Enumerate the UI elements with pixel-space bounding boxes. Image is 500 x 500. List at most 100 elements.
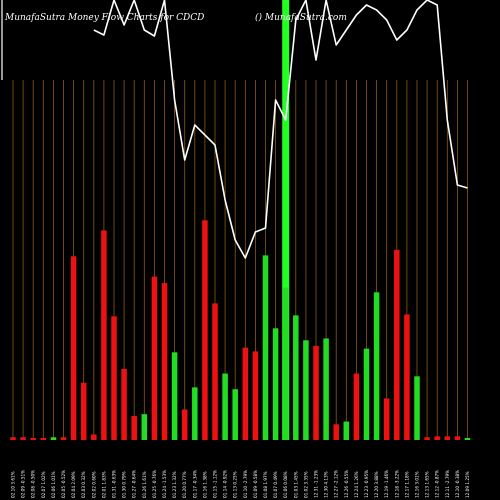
money-flow-bar (101, 230, 107, 440)
x-tick-label: 12.13 1.65% (425, 471, 430, 498)
price-line (93, 0, 468, 259)
money-flow-bar (141, 414, 148, 440)
x-tick-label: 01.23 1.32% (172, 471, 177, 498)
money-flow-bar (434, 436, 440, 440)
money-flow-bar (282, 287, 289, 440)
x-tick-label: 01.13 0.25% (233, 471, 238, 498)
chart-title: MunafaSutra Money Flow Charts for CDCD (4, 13, 204, 23)
money-flow-bar (404, 314, 410, 440)
x-tick-label: 12.10 -0.38% (455, 470, 460, 498)
money-flow-bar (262, 255, 269, 440)
money-flow-bar (30, 438, 36, 440)
money-flow-bar (111, 316, 117, 440)
money-flow-bar (242, 347, 249, 440)
x-tick-label: 01.10 -2.79% (243, 470, 248, 498)
money-flow-bar (383, 398, 390, 440)
money-flow-bar (80, 382, 87, 440)
x-tick-label: 01.26 1.61% (142, 471, 147, 498)
money-flow-bar (333, 424, 339, 440)
money-flow-bar (252, 351, 259, 440)
x-tick-label: 02.06 1.01% (51, 471, 56, 498)
money-flow-bar (171, 352, 178, 440)
money-flow-bar (303, 340, 309, 440)
x-tick-label: 02.04 2.09% (71, 471, 76, 498)
x-tick-label: 02.07 1.02% (41, 471, 46, 498)
money-flow-bar (212, 303, 218, 440)
money-flow-bar (70, 256, 77, 440)
money-flow-bar (353, 373, 360, 440)
money-flow-bar (222, 373, 228, 440)
x-tick-label: 02.02 0.60% (91, 471, 96, 498)
x-tick-label: 12.16 3.01% (415, 471, 420, 498)
x-tick-label: 01.17 -0.34% (192, 470, 197, 498)
x-tick-label: 01.07 0.49% (273, 471, 278, 498)
x-tick-labels: 02.10 3.61% 02.09 -0.51% 02.08 -0.50% 02.07… (11, 470, 471, 498)
money-flow-bar (50, 437, 57, 440)
x-tick-label: 01.24 -1.53% (162, 470, 167, 498)
x-tick-label: 02.03 0.32% (81, 471, 86, 498)
x-tick-label: 01.31 -0.63% (112, 470, 117, 498)
money-flow-bar (60, 437, 67, 440)
money-flow-bar (363, 348, 370, 440)
highlight-layer (282, 0, 290, 440)
x-tick-label: 12.09 1.25% (465, 471, 470, 498)
x-tick-label: 12.31 -1.23% (314, 470, 319, 498)
money-flow-bar (121, 368, 127, 440)
money-flow-bar (424, 437, 430, 440)
x-tick-label: 01.14 -0.92% (223, 470, 228, 498)
x-tick-label: 12.19 -1.46% (384, 470, 389, 498)
x-tick-label: 12.24 1.26% (354, 471, 359, 498)
x-tick-label: 12.20 3.88% (374, 471, 379, 498)
money-flow-bar (91, 434, 97, 440)
x-tick-label: 01.08 1.97% (263, 471, 268, 498)
money-flow-bar (232, 389, 238, 440)
x-tick-label: 01.27 -0.64% (132, 470, 137, 498)
money-flow-bar (293, 315, 299, 440)
price-line-layer (1, 0, 468, 259)
money-flow-bar (202, 220, 208, 440)
x-tick-label: 02.10 3.61% (11, 471, 16, 498)
money-flow-bar (444, 436, 451, 440)
x-tick-label: 12.26 -0.55% (344, 470, 349, 498)
x-tick-label: 12.12 -0.87% (435, 470, 440, 498)
x-tick-label: 02.05 -0.52% (61, 470, 66, 498)
x-tick-label: 01.30 0.79% (122, 471, 127, 498)
x-tick-label: 12.30 4.13% (324, 471, 329, 498)
x-tick-label: 02.08 -0.50% (31, 470, 36, 498)
money-flow-bar (131, 416, 137, 440)
money-flow-bar (192, 387, 198, 440)
x-tick-label: 12.11 -2.79% (445, 470, 450, 498)
x-tick-label: 01.20 0.77% (182, 471, 187, 498)
x-tick-label: 01.09 -0.58% (253, 470, 258, 498)
money-flow-bar (313, 345, 319, 440)
money-flow-bar (454, 436, 461, 440)
money-flow-bar (151, 276, 158, 440)
money-flow-bar (181, 409, 188, 440)
x-tick-label: 01.15 -1.12% (213, 470, 218, 498)
money-flow-bar (464, 438, 471, 440)
x-tick-label: 02.09 -0.51% (21, 470, 26, 498)
x-tick-label: 01.16 1.38% (202, 471, 207, 498)
bars-layer (10, 220, 471, 440)
x-tick-label: 01.25 -0.76% (152, 470, 157, 498)
x-tick-label: 01.03 1.45% (293, 471, 298, 498)
x-tick-label: 12.23 -0.95% (364, 470, 369, 498)
money-flow-bar (161, 283, 168, 440)
highlight-column (282, 0, 290, 440)
x-tick-label: 12.27 -2.12% (334, 470, 339, 498)
chart-subtitle: () MunafaSutra.com (255, 12, 347, 23)
x-tick-label: 01.06 0.08% (283, 471, 288, 498)
money-flow-bar (40, 438, 47, 440)
money-flow-bar (323, 338, 329, 440)
money-flow-bar (373, 292, 380, 440)
money-flow-bar (394, 249, 400, 440)
money-flow-bar (414, 376, 420, 440)
money-flow-bar (272, 328, 279, 440)
x-tick-label: 12.18 -3.22% (394, 470, 399, 498)
money-flow-bar (10, 437, 16, 440)
x-tick-label: 01.02 3.35% (303, 471, 308, 498)
money-flow-bar (20, 437, 26, 440)
x-tick-label: 02.01 1.83% (101, 471, 106, 498)
